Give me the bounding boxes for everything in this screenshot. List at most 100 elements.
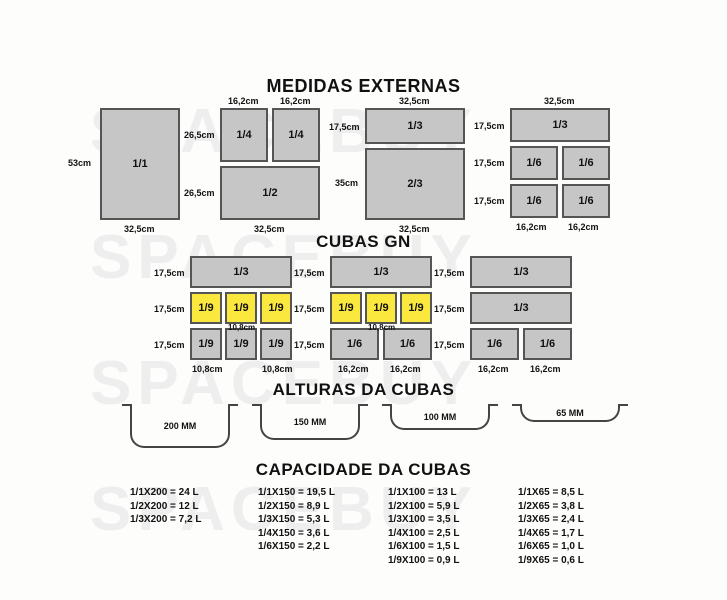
- cap-4-4: 1/6X65 = 1,0 L: [518, 540, 584, 554]
- cap-1-1: 1/2X200 = 12 L: [130, 500, 201, 514]
- c2-m1: 1/9: [330, 292, 362, 324]
- cubas-group-2: 1/3 1/9 1/9 1/9 1/6 1/6 17,5cm 17,5cm 17…: [330, 256, 432, 362]
- cap-4-3: 1/4X65 = 1,7 L: [518, 527, 584, 541]
- cubas-group-3: 1/3 1/3 1/6 1/6 17,5cm 17,5cm 17,5cm 16,…: [470, 256, 572, 362]
- cubas-group-1: 1/3 1/9 1/9 1/9 1/9 1/9 1/9 17,5cm 17,5c…: [190, 256, 292, 362]
- c1-m2: 1/9: [225, 292, 257, 324]
- c3-h3: 17,5cm: [434, 340, 465, 350]
- cup-100-label: 100 MM: [424, 412, 457, 422]
- cup-150: 150 MM: [260, 406, 360, 440]
- dim4-w2: 16,2cm: [568, 222, 599, 232]
- cap-4-2: 1/3X65 = 2,4 L: [518, 513, 584, 527]
- cap-4-5: 1/9X65 = 0,6 L: [518, 554, 584, 568]
- cap-3-5: 1/9X100 = 0,9 L: [388, 554, 459, 568]
- dim4-w1: 16,2cm: [516, 222, 547, 232]
- panel-1-4a: 1/4: [220, 108, 268, 162]
- panel4-s4: 1/6: [562, 184, 610, 218]
- heading-alturas: ALTURAS DA CUBAS: [0, 380, 727, 400]
- cap-col-3: 1/1X100 = 13 L 1/2X100 = 5,9 L 1/3X100 =…: [388, 486, 459, 567]
- dim-w-top3: 32,5cm: [399, 96, 430, 106]
- dim4-h2: 17,5cm: [474, 158, 505, 168]
- cap-1-0: 1/1X200 = 24 L: [130, 486, 201, 500]
- dim-h-1-1: 53cm: [68, 158, 91, 168]
- c1-h3: 17,5cm: [154, 340, 185, 350]
- c2-h2: 17,5cm: [294, 304, 325, 314]
- cap-2-2: 1/3X150 = 5,3 L: [258, 513, 335, 527]
- panel4-s2: 1/6: [562, 146, 610, 180]
- c2-h1: 17,5cm: [294, 268, 325, 278]
- panel-2-3: 2/3: [365, 148, 465, 220]
- c2-wb2: 16,2cm: [390, 364, 421, 374]
- cap-3-3: 1/4X100 = 2,5 L: [388, 527, 459, 541]
- heading-externas: MEDIDAS EXTERNAS: [0, 76, 727, 97]
- cup-65: 65 MM: [520, 406, 620, 422]
- c2-h3: 17,5cm: [294, 340, 325, 350]
- cap-3-1: 1/2X100 = 5,9 L: [388, 500, 459, 514]
- cup-150-label: 150 MM: [294, 417, 327, 427]
- cap-4-0: 1/1X65 = 8,5 L: [518, 486, 584, 500]
- c1-b2: 1/9: [225, 328, 257, 360]
- panel-1-1: 1/1: [100, 108, 180, 220]
- cap-3-4: 1/6X100 = 1,5 L: [388, 540, 459, 554]
- cup-100: 100 MM: [390, 406, 490, 430]
- dim4-h1: 17,5cm: [474, 121, 505, 131]
- c2-m2: 1/9: [365, 292, 397, 324]
- cap-1-2: 1/3X200 = 7,2 L: [130, 513, 201, 527]
- cap-3-0: 1/1X100 = 13 L: [388, 486, 459, 500]
- dim-w-q2: 16,2cm: [280, 96, 311, 106]
- panel4-s1: 1/6: [510, 146, 558, 180]
- c2-wmid: 10,8cm: [368, 323, 395, 332]
- c2-top: 1/3: [330, 256, 432, 288]
- cap-2-3: 1/4X150 = 3,6 L: [258, 527, 335, 541]
- c3-b1: 1/6: [470, 328, 519, 360]
- dim-h-bot2: 26,5cm: [184, 188, 215, 198]
- c3-h1: 17,5cm: [434, 268, 465, 278]
- c1-top: 1/3: [190, 256, 292, 288]
- c1-wb2: 10,8cm: [262, 364, 293, 374]
- c2-m3: 1/9: [400, 292, 432, 324]
- externas-group-2: 1/4 1/4 1/2 26,5cm 26,5cm 16,2cm 16,2cm …: [220, 108, 320, 220]
- c2-b2: 1/6: [383, 328, 432, 360]
- c3-h2: 17,5cm: [434, 304, 465, 314]
- cap-4-1: 1/2X65 = 3,8 L: [518, 500, 584, 514]
- cap-2-0: 1/1X150 = 19,5 L: [258, 486, 335, 500]
- heading-cubas: CUBAS GN: [0, 232, 727, 252]
- cup-65-label: 65 MM: [556, 408, 584, 418]
- c1-m1: 1/9: [190, 292, 222, 324]
- externas-group-4: 1/3 1/6 1/6 1/6 1/6 17,5cm 17,5cm 17,5cm…: [510, 108, 610, 220]
- cap-col-4: 1/1X65 = 8,5 L 1/2X65 = 3,8 L 1/3X65 = 2…: [518, 486, 584, 567]
- c1-h1: 17,5cm: [154, 268, 185, 278]
- cap-col-2: 1/1X150 = 19,5 L 1/2X150 = 8,9 L 1/3X150…: [258, 486, 335, 554]
- c3-top: 1/3: [470, 256, 572, 288]
- c1-wmid: 10,8cm: [228, 323, 255, 332]
- cup-200-label: 200 MM: [164, 421, 197, 431]
- externas-group-3: 1/3 2/3 17,5cm 35cm 32,5cm 32,5cm: [365, 108, 465, 220]
- externas-group-1: 1/1 53cm 32,5cm: [100, 108, 180, 220]
- dim-h-top2: 26,5cm: [184, 130, 215, 140]
- cap-2-1: 1/2X150 = 8,9 L: [258, 500, 335, 514]
- c1-wb1: 10,8cm: [192, 364, 223, 374]
- panel-1-3: 1/3: [365, 108, 465, 144]
- cap-col-1: 1/1X200 = 24 L 1/2X200 = 12 L 1/3X200 = …: [130, 486, 201, 527]
- c3-b2: 1/6: [523, 328, 572, 360]
- c3-wb1: 16,2cm: [478, 364, 509, 374]
- heading-capacidade: CAPACIDADE DA CUBAS: [0, 460, 727, 480]
- c3-wb2: 16,2cm: [530, 364, 561, 374]
- c2-wb1: 16,2cm: [338, 364, 369, 374]
- c1-b1: 1/9: [190, 328, 222, 360]
- cup-200: 200 MM: [130, 406, 230, 448]
- c1-b3: 1/9: [260, 328, 292, 360]
- c2-b1: 1/6: [330, 328, 379, 360]
- dim4-h3: 17,5cm: [474, 196, 505, 206]
- panel-1-2: 1/2: [220, 166, 320, 220]
- c1-m3: 1/9: [260, 292, 292, 324]
- cap-3-2: 1/3X100 = 3,5 L: [388, 513, 459, 527]
- dim4-wtop: 32,5cm: [544, 96, 575, 106]
- cap-2-4: 1/6X150 = 2,2 L: [258, 540, 335, 554]
- dim-h-bot3: 35cm: [335, 178, 358, 188]
- dim-w-q1: 16,2cm: [228, 96, 259, 106]
- panel-1-4b: 1/4: [272, 108, 320, 162]
- c3-mid: 1/3: [470, 292, 572, 324]
- panel4-s3: 1/6: [510, 184, 558, 218]
- dim-h-top3: 17,5cm: [329, 122, 360, 132]
